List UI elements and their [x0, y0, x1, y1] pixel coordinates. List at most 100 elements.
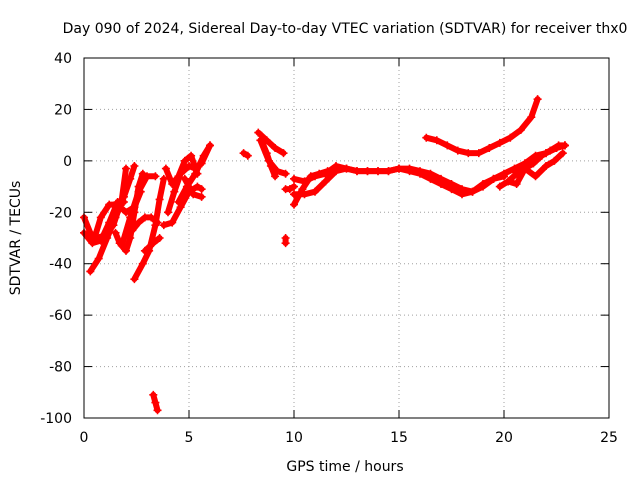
- axis-ticks: [83, 57, 610, 419]
- y-tick-label: -60: [49, 308, 72, 324]
- data-point: [321, 177, 330, 186]
- data-point: [128, 226, 137, 235]
- series-s20: [281, 234, 290, 248]
- data-point: [311, 187, 319, 196]
- data-point: [422, 133, 431, 142]
- data-point: [353, 167, 361, 176]
- data-point: [290, 182, 298, 191]
- data-point: [94, 254, 103, 263]
- data-point: [542, 149, 550, 158]
- data-point: [504, 177, 513, 186]
- series-s25: [422, 95, 542, 158]
- data-point: [500, 172, 508, 181]
- data-point: [126, 234, 135, 242]
- y-tick-labels: -100 -80 -60 -40 -20 0 20 40: [40, 51, 72, 427]
- data-point: [117, 241, 126, 250]
- data-point: [285, 185, 294, 194]
- series-trace: [255, 129, 287, 157]
- data-point: [164, 208, 172, 217]
- data-point: [151, 221, 160, 230]
- data-point: [88, 239, 97, 248]
- data-point: [290, 174, 298, 183]
- data-point: [395, 164, 403, 173]
- data-point: [495, 182, 504, 191]
- data-point: [384, 167, 393, 176]
- data-point: [103, 234, 112, 242]
- series-s24: [290, 167, 332, 209]
- data-point: [159, 174, 168, 183]
- data-point: [161, 164, 170, 173]
- data-point: [193, 182, 202, 191]
- x-tick-label: 0: [80, 430, 89, 446]
- series-trace: [259, 139, 279, 180]
- data-point: [527, 113, 536, 122]
- data-point: [149, 390, 158, 399]
- data-point: [426, 174, 435, 183]
- data-point: [155, 234, 164, 242]
- data-point: [464, 149, 473, 158]
- data-point: [199, 151, 208, 160]
- data-point: [485, 144, 494, 152]
- data-point: [176, 203, 185, 212]
- data-point: [458, 190, 466, 199]
- series-s23: [290, 164, 508, 199]
- data-point: [516, 126, 525, 134]
- series-s17: [254, 128, 288, 158]
- data-point: [258, 138, 267, 147]
- data-point: [134, 187, 143, 196]
- series-s19: [258, 138, 280, 181]
- data-point: [443, 141, 452, 150]
- series-s28: [510, 141, 569, 176]
- data-point: [254, 128, 263, 137]
- data-point: [151, 398, 160, 407]
- data-point: [111, 228, 120, 237]
- data-point: [262, 149, 271, 158]
- data-point: [474, 149, 483, 158]
- data-point: [138, 169, 147, 178]
- data-point: [239, 149, 248, 158]
- series-s10: [149, 390, 162, 415]
- data-point: [342, 164, 351, 173]
- series-trace: [423, 96, 541, 157]
- plot-frame: [83, 57, 610, 419]
- data-point: [271, 144, 280, 152]
- data-point: [323, 167, 332, 176]
- data-point: [552, 144, 561, 152]
- x-tick-label: 5: [185, 430, 194, 446]
- data-point: [122, 208, 130, 217]
- data-point: [180, 156, 189, 165]
- x-tick-label: 25: [600, 430, 618, 446]
- data-point: [453, 146, 462, 155]
- data-point: [197, 192, 206, 201]
- data-point: [533, 95, 542, 104]
- y-tick-label: 20: [54, 102, 72, 118]
- chart-title: Day 090 of 2024, Sidereal Day-to-day VTE…: [63, 21, 628, 37]
- y-tick-label: -80: [49, 360, 72, 376]
- y-tick-label: -40: [49, 257, 72, 273]
- data-point: [113, 200, 122, 209]
- data-point: [281, 239, 290, 248]
- data-point: [168, 218, 177, 227]
- data-point: [432, 136, 441, 145]
- y-tick-label: 40: [54, 51, 72, 67]
- series-trace: [162, 152, 201, 187]
- data-point: [550, 156, 559, 165]
- data-point: [126, 174, 135, 183]
- data-point: [86, 267, 95, 276]
- data-points: [80, 95, 569, 415]
- data-point: [510, 167, 519, 176]
- y-axis-label: SDTVAR / TECUs: [8, 181, 24, 296]
- data-point: [159, 221, 168, 230]
- data-point: [558, 149, 567, 158]
- data-point: [363, 167, 372, 176]
- data-point: [90, 234, 99, 242]
- data-point: [271, 172, 280, 181]
- series-s16: [239, 149, 252, 160]
- data-point: [119, 192, 128, 201]
- data-point: [315, 169, 324, 178]
- data-point: [168, 180, 177, 188]
- y-tick-label: -20: [49, 205, 72, 221]
- data-point: [134, 218, 143, 227]
- grid-lines: [84, 58, 609, 418]
